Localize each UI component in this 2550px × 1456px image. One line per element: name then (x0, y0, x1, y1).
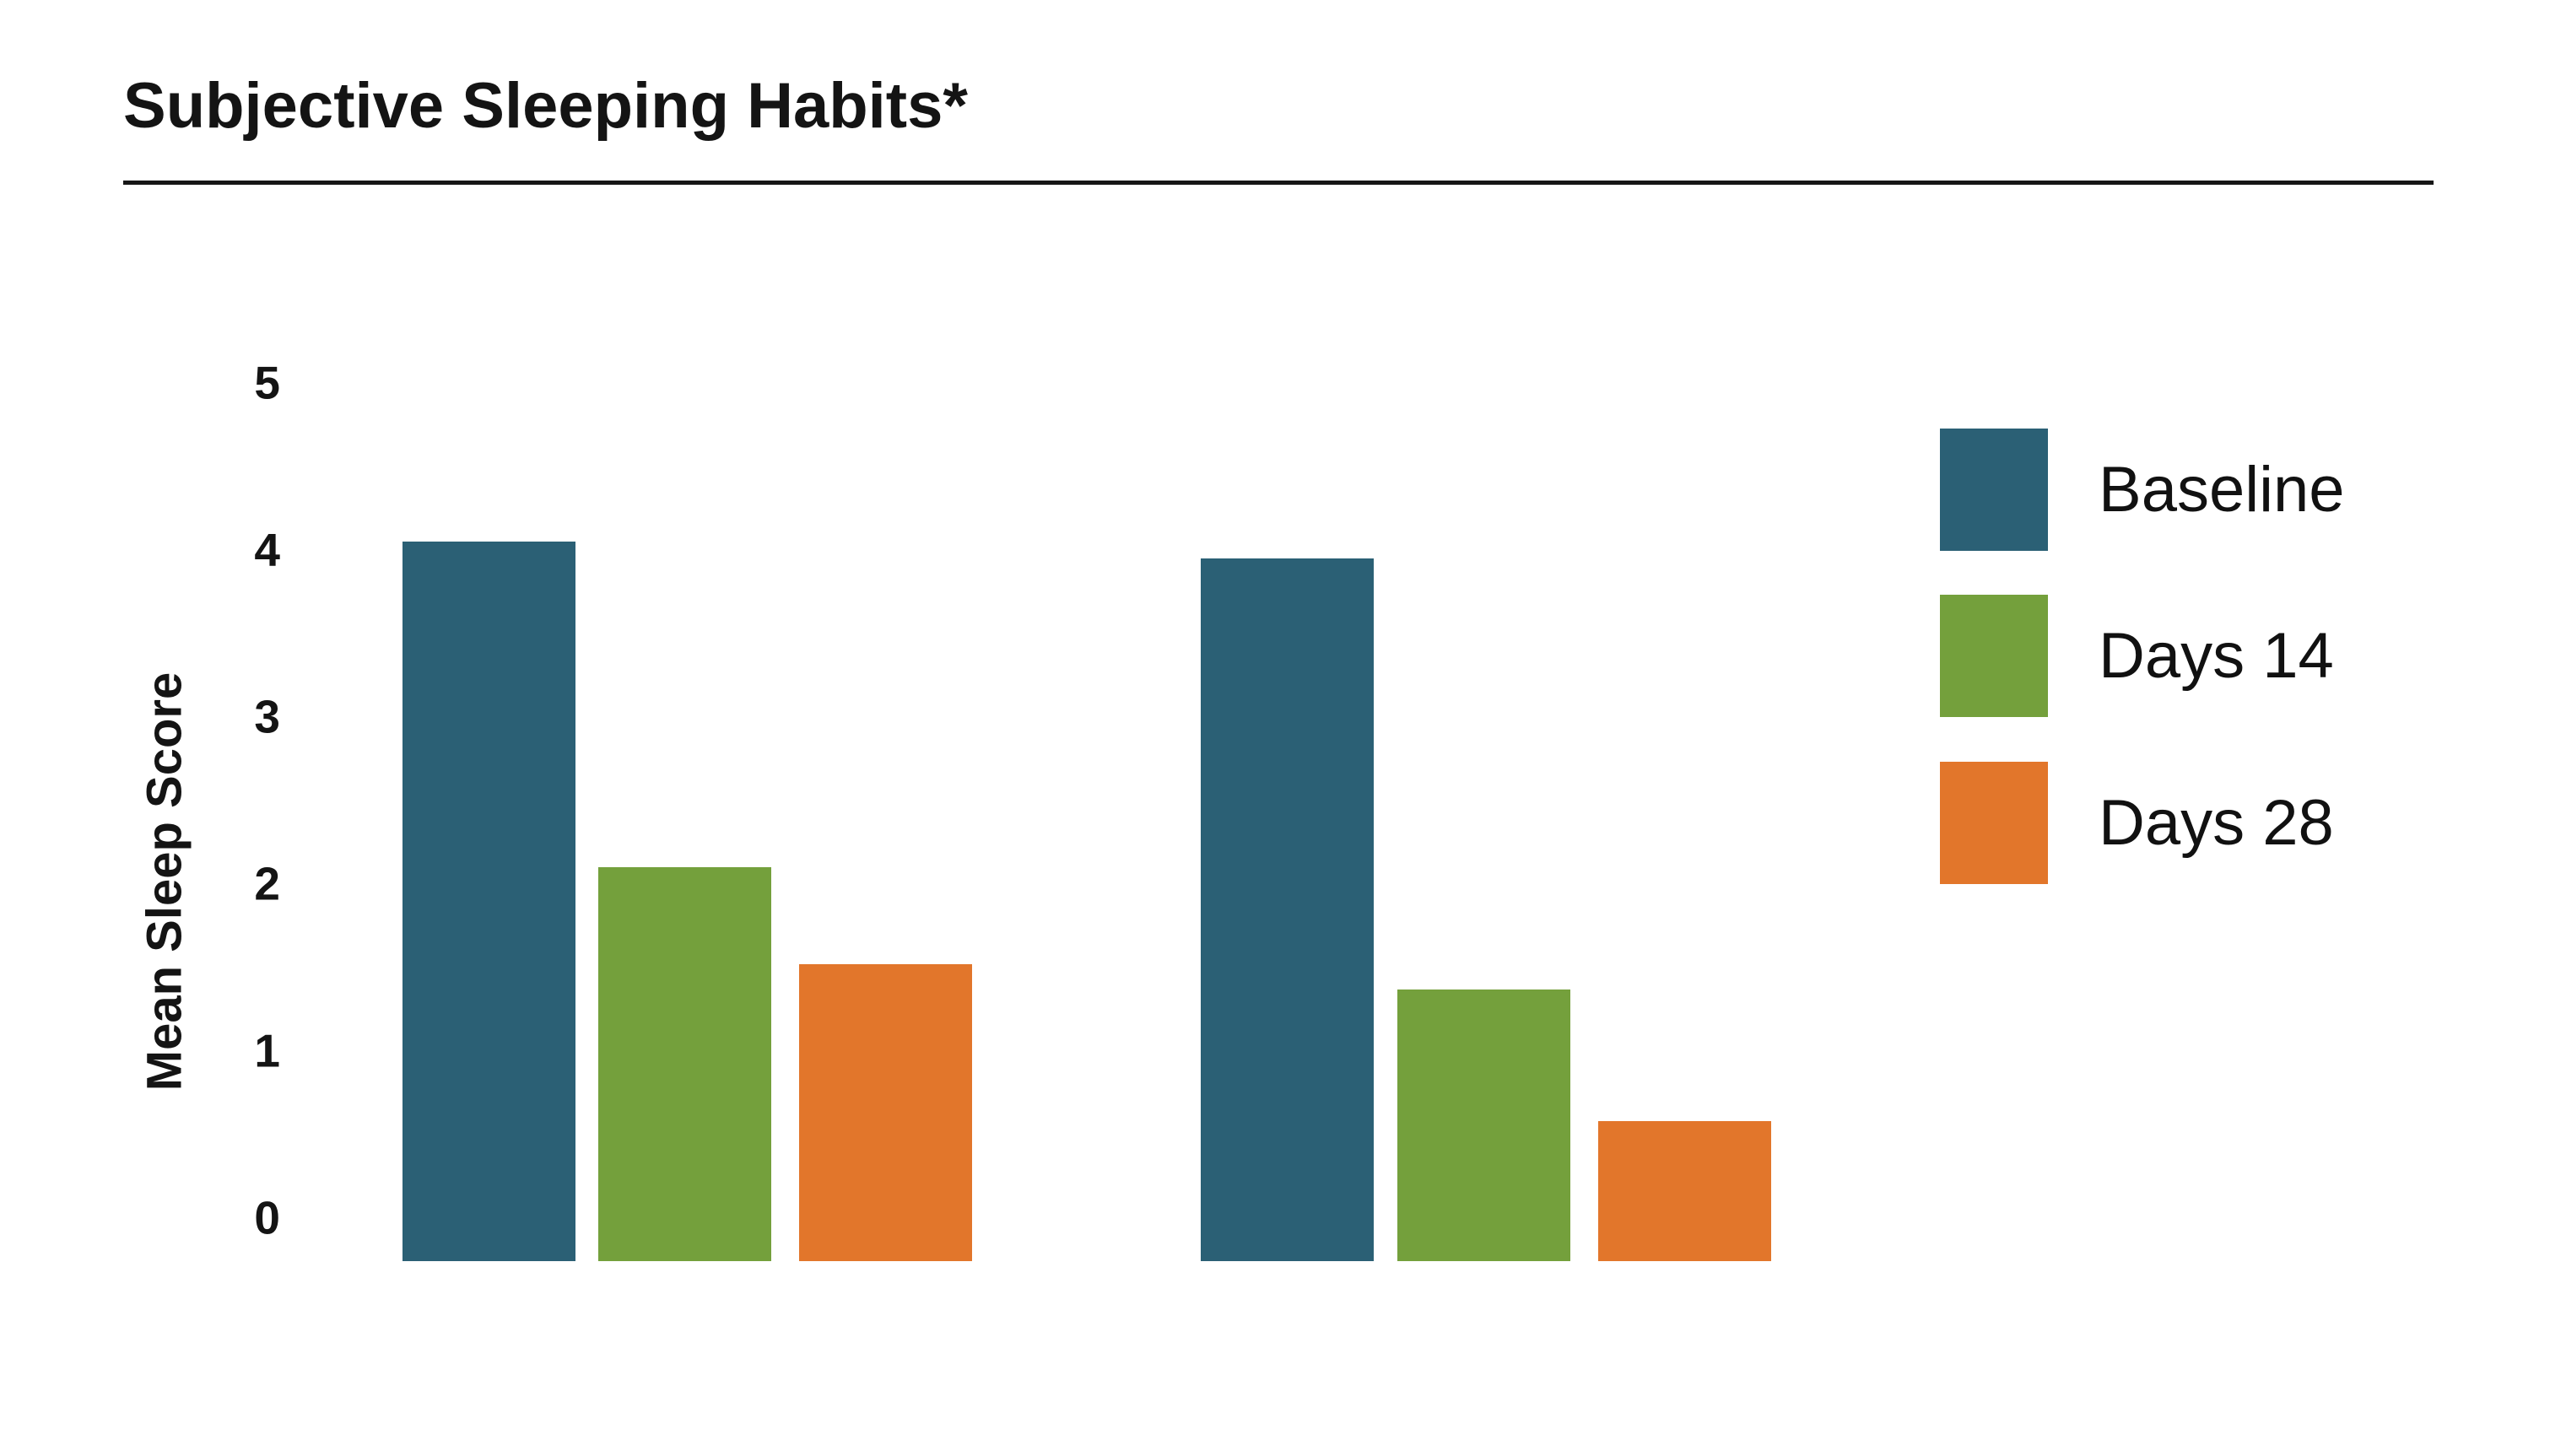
chart-title: Subjective Sleeping Habits* (123, 70, 968, 142)
legend-label-days28: Days 28 (2099, 786, 2334, 859)
bar-days28-group2 (1598, 1121, 1771, 1261)
y-axis-tick-label: 4 (254, 523, 280, 576)
legend-swatch-days28 (1940, 762, 2048, 884)
bar-baseline-group2 (1201, 558, 1374, 1261)
bar-days14-group2 (1397, 989, 1570, 1261)
title-divider (123, 181, 2434, 185)
y-axis-tick-label: 5 (254, 356, 280, 409)
bar-days14-group1 (598, 867, 771, 1261)
y-axis-tick-label: 3 (254, 690, 280, 743)
bar-days28-group1 (799, 964, 972, 1261)
legend-label-baseline: Baseline (2099, 453, 2345, 526)
legend-swatch-days14 (1940, 595, 2048, 717)
y-axis-tick-label: 0 (254, 1191, 280, 1244)
bar-baseline-group1 (402, 542, 575, 1261)
legend-swatch-baseline (1940, 429, 2048, 551)
y-axis-tick-label: 2 (254, 857, 280, 910)
y-axis-tick-label: 1 (254, 1024, 280, 1077)
legend-label-days14: Days 14 (2099, 619, 2334, 692)
